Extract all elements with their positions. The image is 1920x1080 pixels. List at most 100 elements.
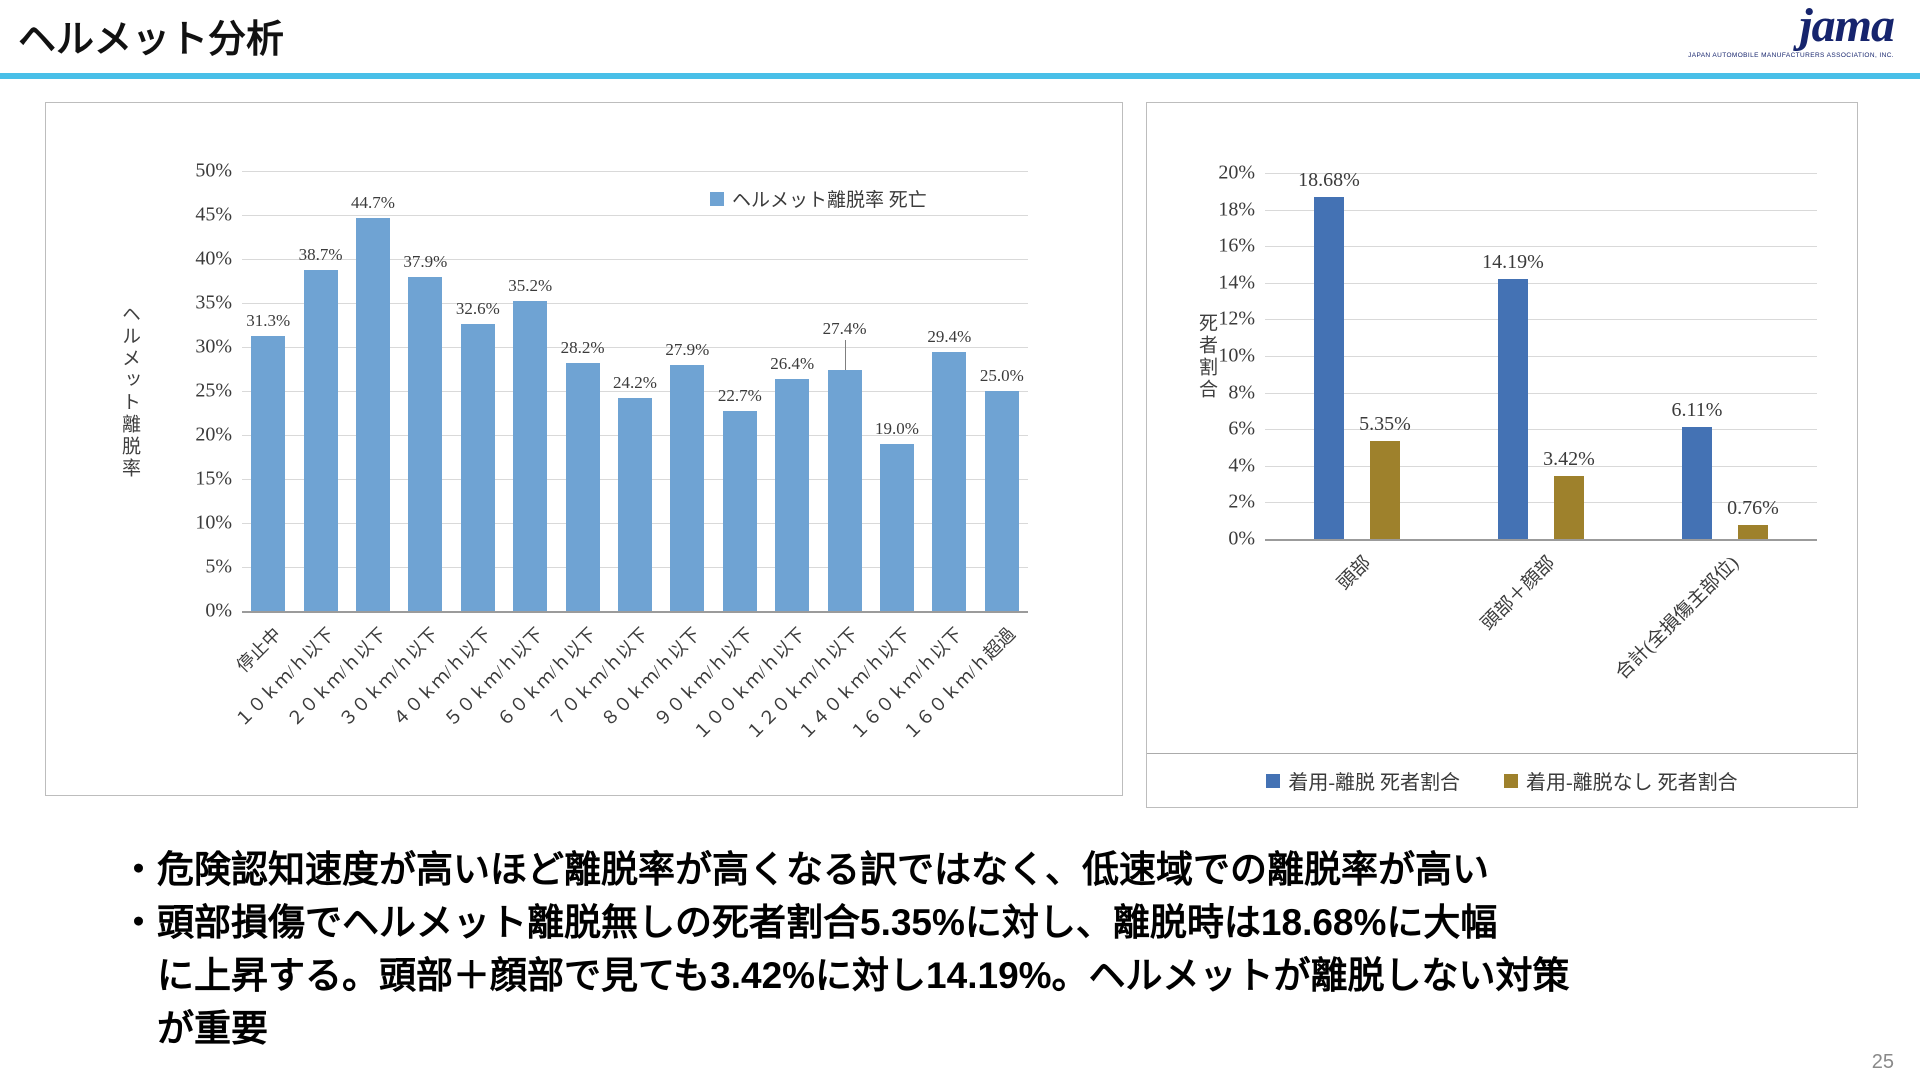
y-axis-tick-label: 10% <box>1218 344 1255 367</box>
bar <box>722 411 757 611</box>
page-title: ヘルメット分析 <box>18 19 285 61</box>
y-axis-title: ヘルメット離脱率 <box>119 304 140 480</box>
bar-value-label: 24.2% <box>613 373 657 393</box>
legend-item: ヘルメット離脱率 死亡 <box>710 185 927 212</box>
gridline <box>242 347 1028 348</box>
bar <box>618 398 652 611</box>
y-axis-tick-label: 18% <box>1218 198 1255 221</box>
bullet-line-3: に上昇する。頭部＋顔部で見ても3.42%に対し14.19%。ヘルメットが離脱しな… <box>120 955 1570 996</box>
bar-value-label: 6.11% <box>1671 399 1723 422</box>
plot-area: 18.68% 14.19% 6.11% 5.35% 3.42% 0.76% <box>1265 169 1817 541</box>
bar-value-label: 32.6% <box>455 299 500 319</box>
bar <box>880 443 914 611</box>
bar-value-label: 3.42% <box>1543 448 1595 471</box>
bar <box>356 217 390 611</box>
bar <box>932 352 967 611</box>
jama-logo-subtext: JAPAN AUTOMOBILE MANUFACTURERS ASSOCIATI… <box>1688 52 1894 59</box>
bar <box>251 335 286 611</box>
y-axis-tick-label: 20% <box>1218 161 1255 184</box>
gridline <box>1265 465 1817 467</box>
y-axis-tick-label: 0% <box>1228 527 1255 550</box>
bar-value-label: 37.9% <box>403 252 448 272</box>
bar-value-label: 35.2% <box>508 276 553 296</box>
bar <box>1554 476 1584 539</box>
bar-value-label: 25.0% <box>979 366 1024 385</box>
y-axis-tick-label: 5% <box>205 555 232 578</box>
bar-value-label: 29.4% <box>927 327 972 347</box>
gridline <box>1265 392 1817 394</box>
x-axis-category-label: 頭部 <box>1333 552 1376 595</box>
bar <box>1738 525 1768 539</box>
label-leader-line <box>844 339 846 370</box>
bar-value-label: 26.4% <box>770 353 815 373</box>
bar-value-label: 38.7% <box>298 245 343 265</box>
gridline <box>1265 246 1817 248</box>
x-axis-labels: 頭部 頭部＋顔部 合計(全損傷主部位) <box>1265 545 1817 745</box>
legend-item: 着用-離脱 死者割合 <box>1266 766 1460 795</box>
summary-bullets: ・危険認知速度が高いほど離脱率が高くなる訳ではなく、低速域での離脱率が高い ・頭… <box>120 843 1570 1055</box>
bar-value-label: 14.19% <box>1482 251 1544 274</box>
y-axis-tick-label: 16% <box>1218 234 1255 257</box>
bar <box>565 362 600 611</box>
gridline <box>1265 502 1817 504</box>
gridline <box>242 259 1028 260</box>
gridline <box>242 391 1028 392</box>
bar-value-label: 27.4% <box>822 318 867 338</box>
gridline <box>242 171 1028 172</box>
y-axis-tick-label: 15% <box>195 467 232 490</box>
bar <box>513 301 548 611</box>
y-axis-tick-label: 20% <box>195 423 232 446</box>
y-axis-tick-label: 4% <box>1228 454 1255 477</box>
jama-logo-text: jama <box>1799 0 1895 52</box>
bar <box>303 270 338 611</box>
legend-label: 着用-離脱 死者割合 <box>1288 772 1460 794</box>
bar-value-label: 27.9% <box>665 340 710 360</box>
legend: 着用-離脱 死者割合 着用-離脱なし 死者割合 <box>1147 753 1857 807</box>
bullet-line-4: が重要 <box>120 1008 268 1049</box>
legend-swatch-icon <box>1266 773 1281 788</box>
bar <box>670 365 705 611</box>
y-axis-tick-label: 6% <box>1228 417 1255 440</box>
bullet-line-1: ・危険認知速度が高いほど離脱率が高くなる訳ではなく、低速域での離脱率が高い <box>120 849 1489 890</box>
legend-swatch-icon <box>710 191 724 206</box>
y-axis-ticks: 0% 5% 10% 15% 20% 25% 30% 35% 40% 45% 50% <box>132 160 232 622</box>
fatality-ratio-chart-panel: 死者割合 0% 2% 4% 6% 8% 10% 12% 14% 16% 18% 20% 18.68%… <box>1146 102 1858 808</box>
legend: ヘルメット離脱率 死亡 <box>710 185 927 212</box>
y-axis-tick-label: 40% <box>195 247 232 270</box>
bullet-line-2: ・頭部損傷でヘルメット離脱無しの死者割合5.35%に対し、離脱時は18.68%に… <box>120 902 1498 943</box>
gridline <box>1265 356 1817 357</box>
y-axis-title: 死者割合 <box>1196 313 1217 401</box>
y-axis-tick-label: 30% <box>195 335 232 358</box>
bar-value-label: 44.7% <box>351 192 395 212</box>
bar <box>1498 279 1528 539</box>
x-axis-category-label: 頭部＋顔部 <box>1477 552 1560 635</box>
bar <box>984 391 1019 611</box>
gridline <box>1265 173 1817 174</box>
x-axis-labels: 停止中 １０ｋｍ/ｈ以下 ２０ｋｍ/ｈ以下 ３０ｋｍ/ｈ以下 ４０ｋｍ/ｈ以下 ５０ｋｍ/… <box>231 617 1028 793</box>
bar-value-label: 5.35% <box>1359 413 1411 436</box>
bar-value-label: 18.68% <box>1298 169 1360 192</box>
gridline <box>1265 209 1817 211</box>
gridline <box>242 215 1028 216</box>
bar-value-label: 22.7% <box>717 386 762 406</box>
bar <box>1682 427 1712 539</box>
y-axis-tick-label: 25% <box>195 379 232 402</box>
gridline <box>1265 319 1817 321</box>
page-number: 25 <box>1871 1051 1894 1073</box>
y-axis-tick-label: 45% <box>195 203 232 226</box>
bar <box>460 324 495 611</box>
gridline <box>242 303 1028 304</box>
bar-value-label: 31.3% <box>246 310 291 330</box>
bar <box>1314 197 1344 539</box>
legend-swatch-icon <box>1504 773 1518 788</box>
y-axis-tick-label: 50% <box>195 159 232 182</box>
legend-item: 着用-離脱なし 死者割合 <box>1504 766 1738 795</box>
x-axis-category-label: 合計(全損傷主部位) <box>1612 552 1744 684</box>
bar <box>1370 441 1400 539</box>
bar <box>827 369 862 611</box>
bar <box>408 277 443 611</box>
bar-value-label: 28.2% <box>560 337 605 357</box>
plot-area: 31.3% 38.7% 44.7% 37.9% 32.6% 35.2% 28.2% 24.2%… <box>242 171 1028 613</box>
bar-value-label: 0.76% <box>1727 497 1779 520</box>
y-axis-tick-label: 12% <box>1218 307 1255 330</box>
